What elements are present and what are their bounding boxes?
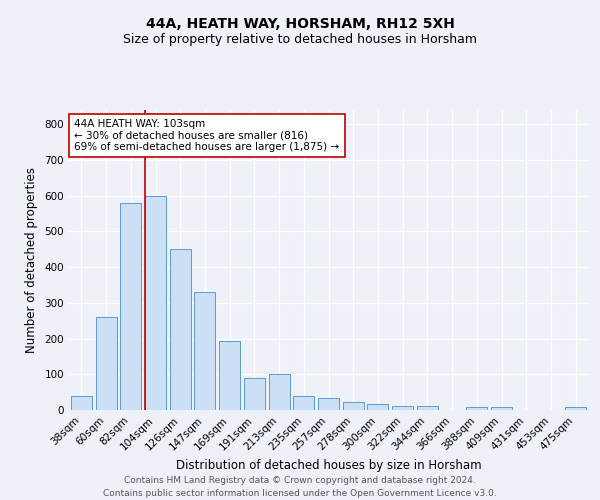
Bar bbox=[417, 406, 438, 410]
Y-axis label: Number of detached properties: Number of detached properties bbox=[25, 167, 38, 353]
Text: 44A HEATH WAY: 103sqm
← 30% of detached houses are smaller (816)
69% of semi-det: 44A HEATH WAY: 103sqm ← 30% of detached … bbox=[74, 119, 340, 152]
Bar bbox=[392, 406, 413, 410]
Bar bbox=[170, 250, 191, 410]
Bar bbox=[95, 317, 116, 410]
Bar bbox=[71, 396, 92, 410]
Text: 44A, HEATH WAY, HORSHAM, RH12 5XH: 44A, HEATH WAY, HORSHAM, RH12 5XH bbox=[146, 18, 454, 32]
Bar bbox=[318, 398, 339, 410]
Bar bbox=[145, 196, 166, 410]
Bar bbox=[269, 374, 290, 410]
X-axis label: Distribution of detached houses by size in Horsham: Distribution of detached houses by size … bbox=[176, 458, 481, 471]
Bar bbox=[293, 396, 314, 410]
Bar bbox=[219, 342, 240, 410]
Bar bbox=[194, 292, 215, 410]
Bar bbox=[565, 407, 586, 410]
Bar bbox=[120, 203, 141, 410]
Bar bbox=[343, 402, 364, 410]
Text: Size of property relative to detached houses in Horsham: Size of property relative to detached ho… bbox=[123, 32, 477, 46]
Bar bbox=[367, 404, 388, 410]
Bar bbox=[244, 378, 265, 410]
Text: Contains HM Land Registry data © Crown copyright and database right 2024.
Contai: Contains HM Land Registry data © Crown c… bbox=[103, 476, 497, 498]
Bar bbox=[491, 407, 512, 410]
Bar bbox=[466, 407, 487, 410]
